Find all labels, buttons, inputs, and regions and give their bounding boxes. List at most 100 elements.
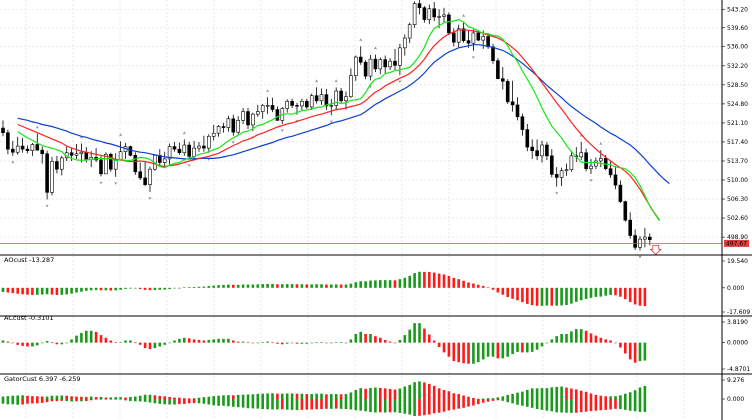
candle[interactable] <box>569 150 574 172</box>
candle[interactable] <box>554 167 559 187</box>
candle[interactable] <box>158 149 162 166</box>
candle[interactable] <box>319 88 324 105</box>
candle[interactable] <box>113 153 118 177</box>
candle[interactable] <box>383 55 388 74</box>
candle[interactable] <box>334 87 339 111</box>
candle[interactable] <box>143 162 147 187</box>
candle[interactable] <box>471 29 476 51</box>
candle[interactable] <box>138 162 142 180</box>
candle[interactable] <box>594 157 598 170</box>
candle[interactable] <box>549 149 554 178</box>
candle[interactable] <box>545 141 549 160</box>
candle[interactable] <box>496 58 500 80</box>
candle[interactable] <box>182 139 187 156</box>
candle[interactable] <box>500 66 505 90</box>
candle[interactable] <box>246 108 250 130</box>
candle[interactable] <box>172 141 177 152</box>
candle[interactable] <box>368 55 373 81</box>
candle[interactable] <box>432 2 437 22</box>
candle[interactable] <box>20 137 25 153</box>
candle[interactable] <box>118 141 123 161</box>
candle[interactable] <box>226 115 231 132</box>
candle[interactable] <box>540 140 544 163</box>
candle[interactable] <box>339 87 343 103</box>
candle[interactable] <box>260 103 265 119</box>
candle[interactable] <box>613 166 618 190</box>
candle[interactable] <box>104 152 108 175</box>
candle[interactable] <box>344 91 348 110</box>
candle[interactable] <box>99 155 103 177</box>
candle[interactable] <box>211 124 216 141</box>
candle[interactable] <box>148 166 152 192</box>
candle[interactable] <box>255 104 260 117</box>
candle[interactable] <box>515 97 520 121</box>
candle[interactable] <box>314 87 319 104</box>
candle[interactable] <box>300 98 304 111</box>
candle[interactable] <box>50 156 54 196</box>
candle[interactable] <box>275 106 280 121</box>
candle[interactable] <box>643 227 647 248</box>
candle[interactable] <box>177 142 182 155</box>
candle[interactable] <box>402 34 407 56</box>
candle[interactable] <box>241 108 245 124</box>
candle[interactable] <box>461 22 466 43</box>
candle[interactable] <box>329 98 334 116</box>
candle[interactable] <box>456 24 461 48</box>
candle[interactable] <box>231 114 236 136</box>
candle[interactable] <box>422 6 427 23</box>
candle[interactable] <box>324 88 329 111</box>
candle[interactable] <box>1 120 5 137</box>
candle[interactable] <box>618 180 623 204</box>
candle[interactable] <box>162 151 167 168</box>
candle[interactable] <box>45 150 49 200</box>
candle[interactable] <box>270 97 275 113</box>
candle[interactable] <box>64 146 69 161</box>
candle[interactable] <box>579 141 584 160</box>
candle[interactable] <box>393 48 397 71</box>
candle[interactable] <box>265 97 270 115</box>
candle[interactable] <box>59 155 64 176</box>
candle[interactable] <box>584 148 588 172</box>
candle[interactable] <box>236 116 240 135</box>
candle[interactable] <box>520 113 525 136</box>
candle[interactable] <box>623 200 628 222</box>
candle[interactable] <box>349 68 353 98</box>
candle[interactable] <box>207 134 211 153</box>
candle[interactable] <box>535 139 539 160</box>
candle[interactable] <box>290 98 294 108</box>
candle[interactable] <box>530 139 535 159</box>
candle[interactable] <box>304 98 309 110</box>
candle[interactable] <box>363 60 368 80</box>
candle[interactable] <box>15 136 20 155</box>
candle[interactable] <box>442 7 446 23</box>
candle[interactable] <box>285 99 290 113</box>
candle[interactable] <box>79 143 84 163</box>
candle[interactable] <box>447 12 451 35</box>
candle[interactable] <box>197 141 201 152</box>
candle[interactable] <box>559 167 564 187</box>
candle[interactable] <box>388 58 392 70</box>
candle[interactable] <box>373 54 378 72</box>
candle[interactable] <box>216 124 221 137</box>
candle[interactable] <box>633 229 637 250</box>
candle[interactable] <box>123 142 128 159</box>
candle[interactable] <box>35 133 40 151</box>
candle[interactable] <box>412 1 417 28</box>
candle[interactable] <box>309 93 314 111</box>
candle[interactable] <box>628 212 633 239</box>
candle[interactable] <box>221 122 226 133</box>
candle[interactable] <box>378 57 383 75</box>
candle[interactable] <box>30 142 35 156</box>
candle[interactable] <box>407 22 412 44</box>
candle[interactable] <box>133 152 138 175</box>
candle[interactable] <box>40 146 45 164</box>
candle[interactable] <box>574 147 579 162</box>
candle[interactable] <box>6 129 10 155</box>
candle[interactable] <box>608 160 613 178</box>
candle[interactable] <box>505 79 510 104</box>
candle[interactable] <box>11 140 15 156</box>
candle[interactable] <box>358 46 363 65</box>
candle[interactable] <box>589 158 593 174</box>
candle[interactable] <box>525 123 530 152</box>
price-panel[interactable] <box>0 0 722 259</box>
